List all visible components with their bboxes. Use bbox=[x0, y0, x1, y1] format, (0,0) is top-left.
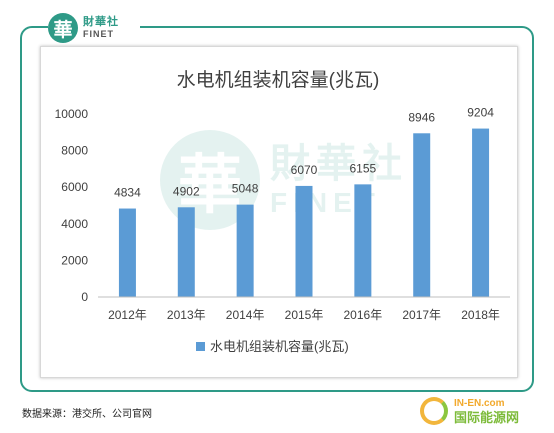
x-tick-label: 2017年 bbox=[402, 308, 441, 322]
bar bbox=[295, 185, 313, 297]
y-tick-label: 8000 bbox=[61, 144, 88, 158]
watermark-cn: 財華社 bbox=[270, 142, 408, 186]
in-en-logo: IN-EN.com 国际能源网 bbox=[420, 392, 550, 430]
bar bbox=[354, 184, 372, 297]
bar bbox=[177, 207, 195, 297]
legend-swatch bbox=[196, 342, 205, 351]
data-label: 8946 bbox=[408, 110, 435, 124]
data-label: 5048 bbox=[232, 182, 259, 196]
chart-title: 水电机组装机容量(兆瓦) bbox=[177, 69, 380, 91]
legend-label: 水电机组装机容量(兆瓦) bbox=[210, 339, 349, 354]
x-tick-label: 2015年 bbox=[285, 308, 324, 322]
bars: 4834 4902 5048 6070 6155 8946 9204 bbox=[114, 106, 494, 297]
bar bbox=[413, 133, 431, 297]
y-tick-label: 2000 bbox=[61, 253, 88, 267]
finet-logo: 華 財華社 FINET bbox=[48, 10, 140, 46]
x-tick-label: 2012年 bbox=[108, 308, 147, 322]
data-label: 4834 bbox=[114, 186, 141, 200]
bar bbox=[236, 204, 254, 297]
y-tick-label: 4000 bbox=[61, 217, 88, 231]
data-source: 数据来源：港交所、公司官网 bbox=[22, 409, 152, 420]
x-tick-label: 2013年 bbox=[167, 308, 206, 322]
finet-logo-en: FINET bbox=[83, 29, 114, 39]
data-label: 6155 bbox=[350, 161, 377, 175]
y-tick-label: 6000 bbox=[61, 180, 88, 194]
finet-logo-text: 財華社 FINET bbox=[83, 16, 119, 40]
data-label: 9204 bbox=[467, 106, 494, 120]
bar bbox=[472, 128, 490, 297]
in-en-logo-en: IN-EN.com bbox=[454, 398, 505, 409]
in-en-logo-icon bbox=[420, 397, 448, 425]
finet-logo-mark: 華 bbox=[48, 13, 78, 43]
legend: 水电机组装机容量(兆瓦) bbox=[196, 339, 349, 354]
bar bbox=[118, 208, 136, 297]
x-axis: 2012年 2013年 2014年 2015年 2016年 2017年 2018年 bbox=[98, 296, 510, 322]
in-en-logo-cn: 国际能源网 bbox=[454, 410, 520, 425]
x-tick-label: 2016年 bbox=[344, 308, 383, 322]
data-label: 4902 bbox=[173, 184, 200, 198]
y-tick-label: 0 bbox=[81, 290, 88, 304]
finet-logo-cn: 財華社 bbox=[83, 16, 119, 28]
data-label: 6070 bbox=[291, 163, 318, 177]
y-tick-label: 10000 bbox=[55, 107, 89, 121]
y-axis: 0 2000 4000 6000 8000 10000 bbox=[55, 107, 89, 304]
x-tick-label: 2018年 bbox=[461, 308, 500, 322]
x-tick-label: 2014年 bbox=[226, 308, 265, 322]
